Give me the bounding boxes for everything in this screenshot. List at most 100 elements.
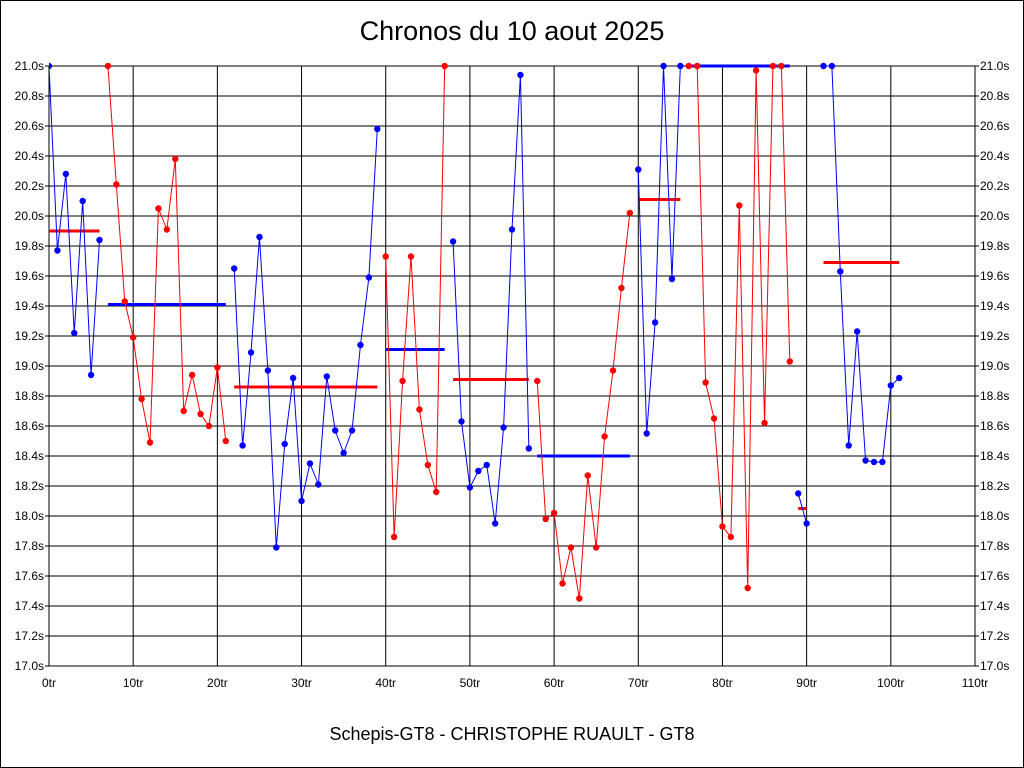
data-point — [332, 427, 339, 434]
y-tick-label-left: 18.6s — [15, 419, 44, 433]
data-point — [205, 422, 213, 430]
x-tick-label: 30tr — [291, 676, 312, 690]
x-tick-label: 10tr — [123, 676, 144, 690]
y-tick-label-left: 17.6s — [15, 569, 44, 583]
y-tick-label-right: 19.8s — [980, 239, 1009, 253]
y-tick-label-left: 17.2s — [15, 629, 44, 643]
data-point — [525, 445, 533, 452]
data-point — [466, 484, 474, 491]
data-point — [550, 509, 558, 517]
x-tick-label: 0tr — [42, 676, 56, 690]
data-point — [129, 334, 137, 341]
y-tick-label-left: 20.2s — [15, 179, 44, 193]
data-point — [685, 62, 692, 70]
data-point — [778, 62, 785, 70]
data-point — [752, 67, 760, 74]
data-point — [357, 341, 364, 349]
chart-subtitle: Schepis-GT8 - CHRISTOPHE RUAULT - GT8 — [329, 724, 695, 744]
data-point — [298, 497, 305, 505]
data-point — [668, 275, 676, 283]
y-tick-label-right: 18.8s — [980, 389, 1009, 403]
data-point — [500, 424, 507, 431]
y-tick-label-right: 17.6s — [980, 569, 1009, 583]
data-point — [399, 377, 406, 385]
y-tick-label-right: 21.0s — [980, 59, 1009, 73]
y-tick-label-left: 19.6s — [15, 269, 44, 283]
y-tick-label-right: 20.8s — [980, 89, 1009, 103]
y-tick-label-right: 19.6s — [980, 269, 1009, 283]
data-point — [694, 62, 701, 70]
y-tick-label-right: 20.0s — [980, 209, 1009, 223]
data-point — [340, 449, 347, 457]
series-line-blue — [49, 65, 101, 376]
data-point — [374, 125, 381, 133]
data-point — [49, 62, 53, 70]
y-tick-label-left: 20.4s — [15, 149, 44, 163]
data-point — [79, 197, 86, 205]
y-tick-label-left: 21.0s — [15, 59, 44, 73]
series-group — [49, 62, 903, 602]
y-tick-label-right: 18.6s — [980, 419, 1009, 433]
data-point — [273, 544, 280, 551]
y-tick-label-right: 20.4s — [980, 149, 1009, 163]
y-tick-label-right: 17.8s — [980, 539, 1009, 553]
data-point — [62, 170, 70, 178]
data-point — [635, 166, 642, 173]
data-point — [727, 533, 735, 541]
data-point — [769, 62, 777, 70]
y-tick-label-left: 19.2s — [15, 329, 44, 343]
data-point — [626, 209, 634, 217]
data-point — [71, 329, 78, 337]
data-point — [837, 268, 844, 275]
data-point — [424, 461, 432, 469]
chart-title: Chronos du 10 aout 2025 — [359, 16, 665, 46]
data-point — [820, 62, 827, 70]
y-tick-label-right: 17.4s — [980, 599, 1009, 613]
x-tick-label: 110tr — [962, 676, 988, 690]
data-point — [155, 205, 162, 212]
y-tick-label-left: 19.4s — [15, 299, 44, 313]
y-tick-label-left: 18.4s — [15, 449, 44, 463]
data-point — [289, 374, 297, 382]
y-tick-label-right: 20.2s — [980, 179, 1009, 193]
data-point — [508, 226, 516, 233]
data-point — [862, 457, 869, 464]
data-point — [306, 460, 314, 467]
data-point — [601, 433, 608, 440]
data-point — [315, 481, 322, 488]
series-line-red — [688, 65, 791, 589]
data-point — [828, 62, 836, 70]
data-point — [416, 406, 423, 413]
data-point — [458, 418, 465, 425]
data-point — [172, 155, 179, 163]
data-point — [896, 374, 903, 382]
data-point — [138, 395, 145, 403]
x-tick-label: 50tr — [460, 676, 481, 690]
data-point — [702, 379, 709, 386]
y-tick-label-left: 20.6s — [15, 119, 44, 133]
data-point — [163, 226, 171, 233]
data-point — [517, 71, 524, 79]
x-tick-label: 70tr — [628, 676, 649, 690]
data-point — [491, 520, 499, 527]
series-line-red — [107, 65, 227, 443]
x-tick-label: 60tr — [544, 676, 565, 690]
data-point — [584, 472, 591, 479]
y-tick-label-left: 18.8s — [15, 389, 44, 403]
data-point — [323, 373, 330, 380]
data-point — [239, 442, 246, 449]
x-tick-label: 80tr — [712, 676, 733, 690]
data-point — [677, 62, 684, 70]
series-line-blue — [233, 128, 378, 548]
data-point — [281, 440, 288, 448]
series-line-red — [385, 65, 446, 538]
data-point — [247, 349, 255, 356]
data-point — [803, 520, 810, 527]
data-point — [441, 62, 448, 70]
x-tick-label: 20tr — [207, 676, 228, 690]
data-point — [264, 367, 272, 374]
data-point — [576, 595, 583, 602]
data-point — [475, 467, 482, 475]
y-tick-label-right: 18.4s — [980, 449, 1009, 463]
